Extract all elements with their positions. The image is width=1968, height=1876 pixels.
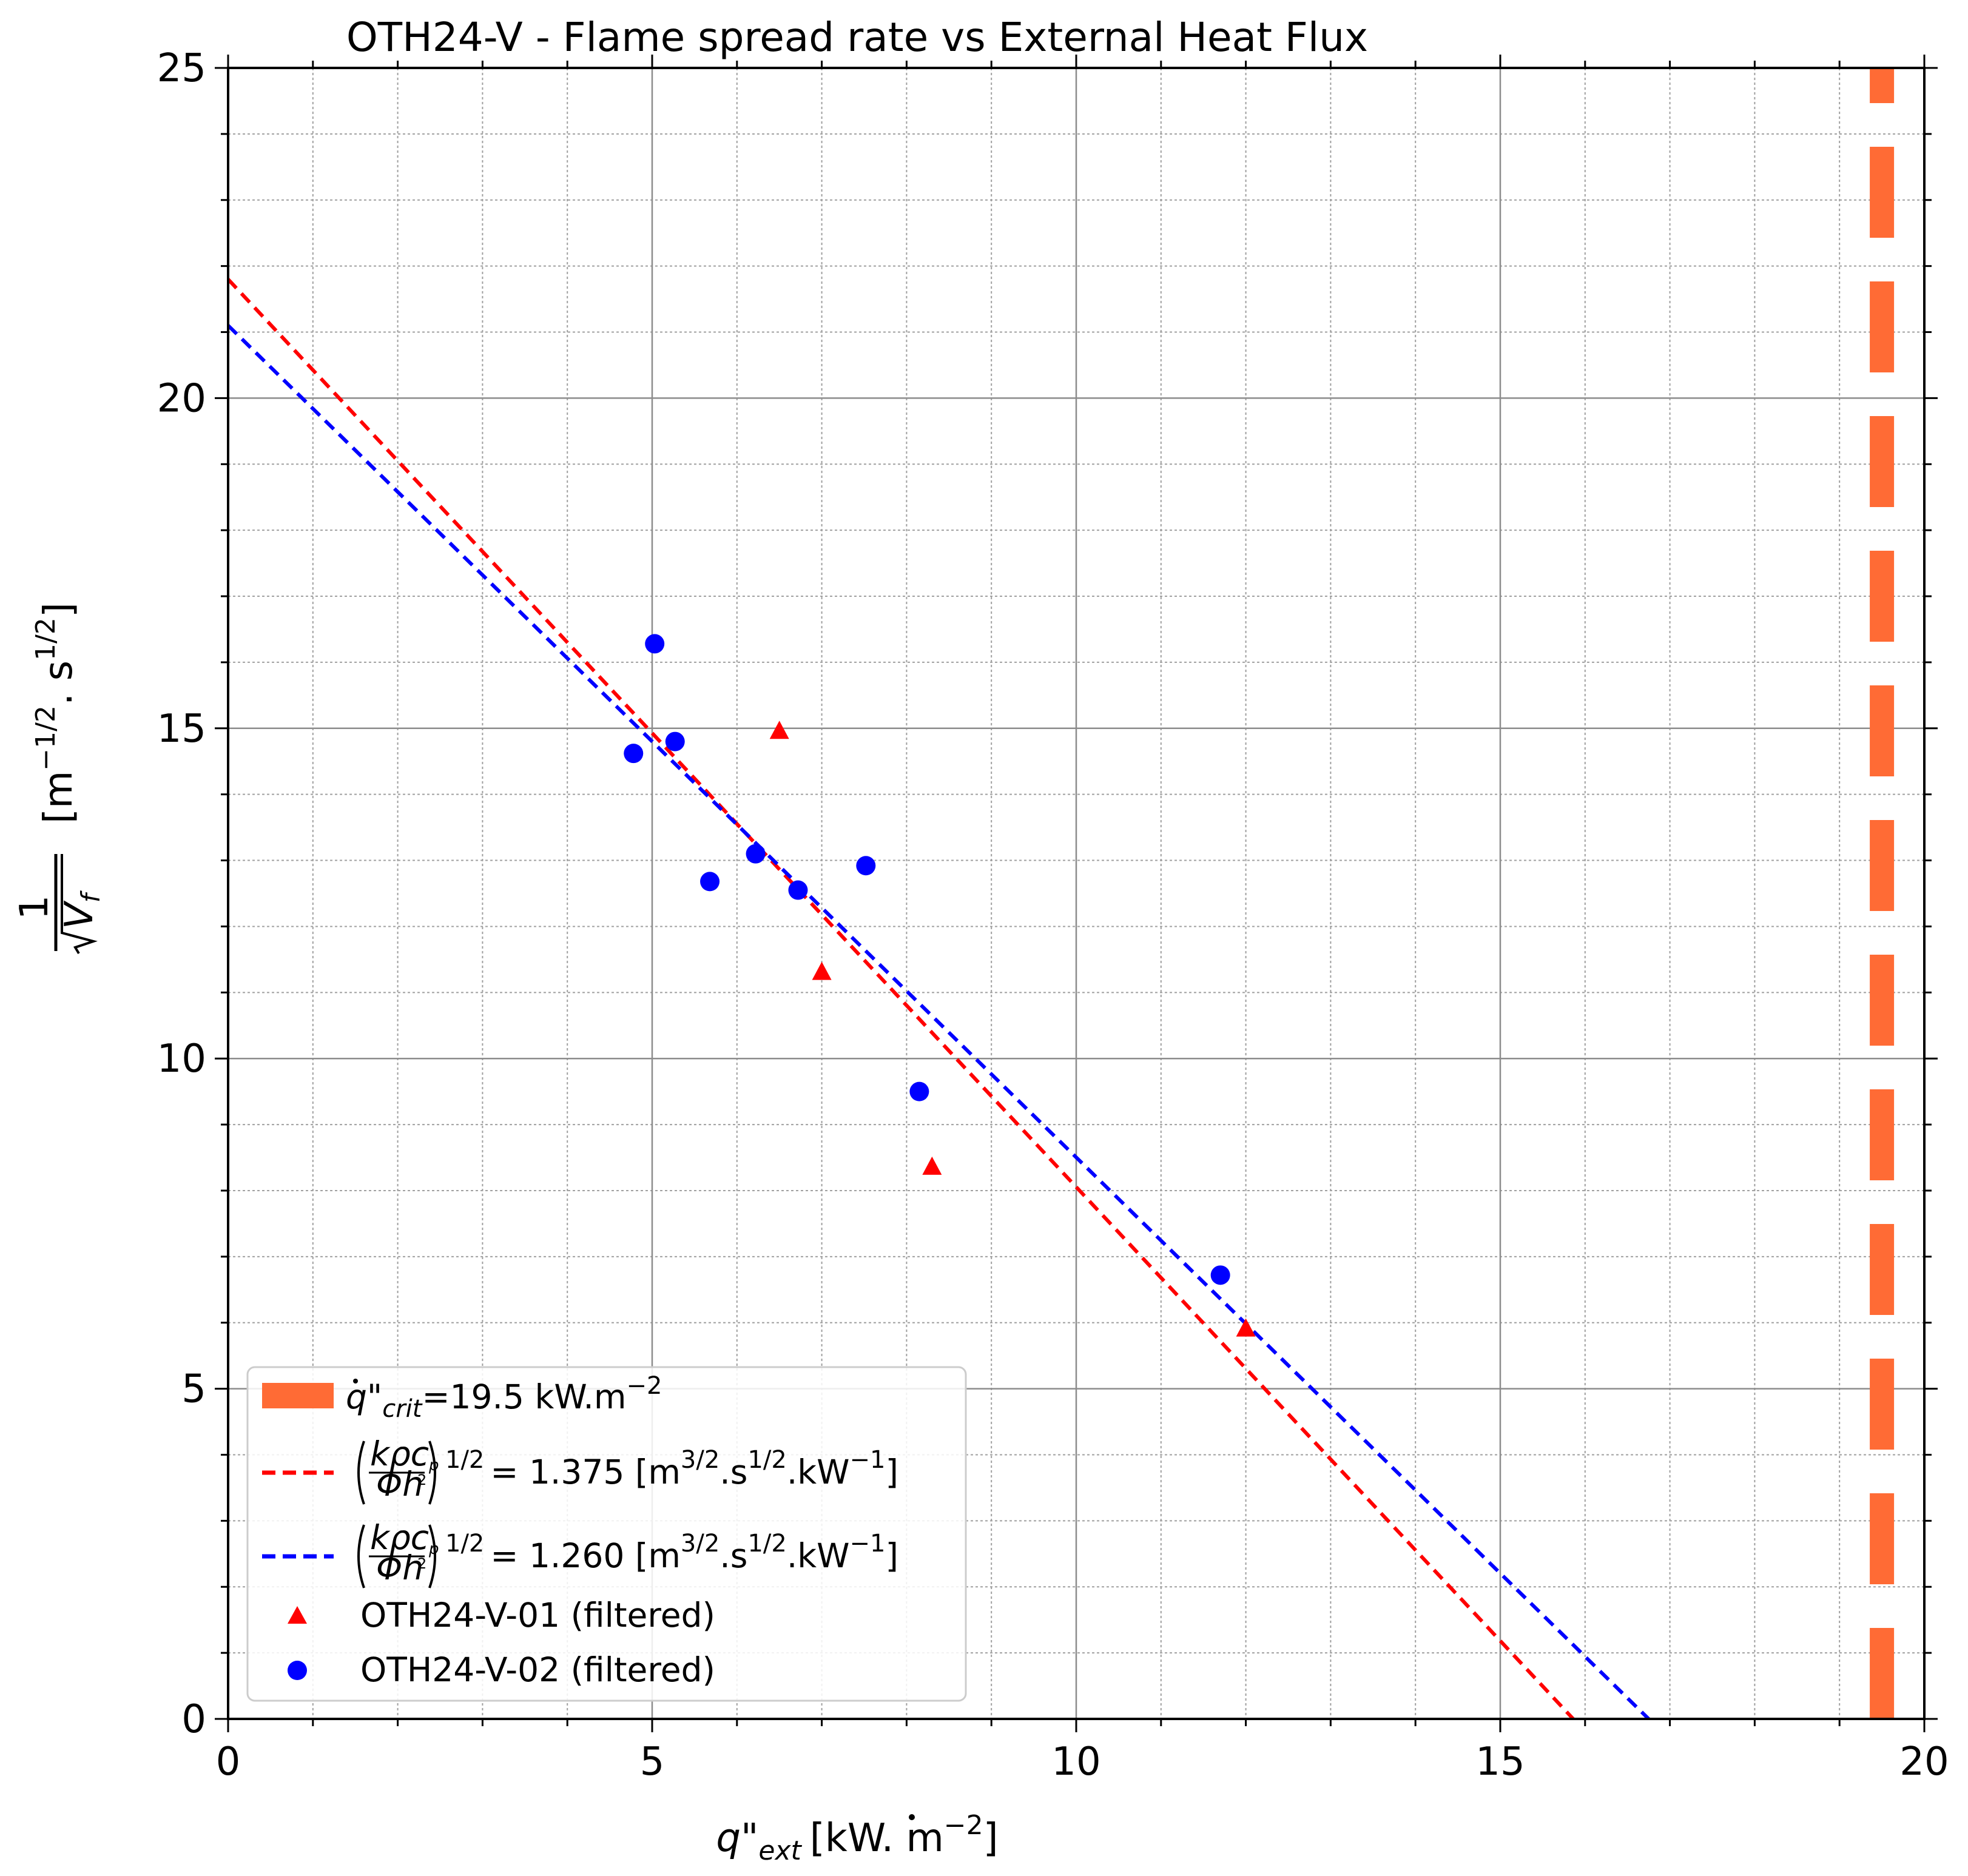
y-tick-label: 0 — [181, 1697, 206, 1742]
y-tick-label: 5 — [181, 1367, 206, 1412]
x-axis-label-sub: ext — [758, 1835, 802, 1866]
legend-fit-blue-den: Φh — [376, 1548, 423, 1587]
svg-text:1/2= 1.260 [m3/2.s1/2.kW−1]: 1/2 = 1.260 [m3/2.s1/2.kW−1] — [445, 1530, 898, 1575]
legend-marker-circle — [288, 1661, 307, 1680]
data-point-circle — [909, 1081, 929, 1101]
legend-fit-red-num: kρcp — [370, 1434, 439, 1474]
y-axis-label-unit-open: [m — [36, 771, 81, 824]
legend-marker-triangle — [288, 1606, 307, 1624]
legend-box — [246, 1366, 967, 1702]
y-axis-label: 1 Vf [m−1/2. s1/2] — [12, 602, 106, 955]
data-point-circle — [645, 634, 665, 654]
x-tick-label: 20 — [1899, 1740, 1949, 1784]
y-axis-label-unit-mid: . s — [36, 661, 81, 705]
x-tick-label: 10 — [1051, 1740, 1100, 1784]
data-point-circle — [665, 731, 685, 751]
fit-line-1 — [226, 324, 1650, 1721]
y-tick-label: 10 — [157, 1037, 206, 1081]
x-axis-label: q"ext [kW. m−2] — [716, 1810, 998, 1866]
legend-label-series-01: OTH24-V-01 (filtered) — [360, 1596, 715, 1635]
y-axis-label-num: 1 — [12, 895, 57, 920]
data-point-circle — [700, 872, 720, 892]
x-axis-label-sup: −2 — [944, 1810, 983, 1841]
y-tick-label: 20 — [157, 376, 206, 421]
legend-critical-dot — [353, 1379, 358, 1383]
data-point-triangle — [922, 1156, 942, 1175]
svg-text:[m−1/2. s1/2]: [m−1/2. s1/2] — [30, 602, 81, 824]
data-point-circle — [788, 880, 808, 900]
data-point-triangle — [1236, 1318, 1256, 1337]
data-point-triangle — [769, 721, 789, 739]
x-axis-label-close: ] — [983, 1816, 999, 1861]
data-point-circle — [624, 744, 644, 764]
x-axis-label-q: q" — [716, 1816, 758, 1861]
svg-text:2: 2 — [417, 1555, 426, 1572]
y-tick-label: 25 — [157, 46, 206, 91]
legend-label-fit-blue: kρcp Φh 2 1/2 = 1.260 [m3/2.s1/2.kW−1] — [357, 1518, 898, 1589]
y-axis-label-sqrt — [61, 854, 98, 955]
x-tick-label: 15 — [1475, 1740, 1525, 1784]
fit-lines — [226, 278, 1650, 1721]
legend-label-series-02: OTH24-V-02 (filtered) — [360, 1650, 715, 1689]
data-point-circle — [746, 844, 766, 864]
y-tick-label: 15 — [157, 707, 206, 751]
x-tick-label: 5 — [640, 1740, 665, 1784]
y-axis-label-v: V — [57, 900, 102, 929]
svg-text:2: 2 — [417, 1471, 426, 1488]
y-axis-label-sup1: −1/2 — [30, 705, 61, 771]
data-point-circle — [1210, 1265, 1230, 1285]
y-axis-label-sup2: 1/2 — [30, 617, 61, 661]
x-tick-label: 0 — [216, 1740, 241, 1784]
svg-text:1/2= 1.375 [m3/2.s1/2.kW−1]: 1/2 = 1.375 [m3/2.s1/2.kW−1] — [445, 1446, 898, 1491]
data-markers — [624, 634, 1256, 1337]
axis-ticks: 0 5 10 15 20 0 5 10 15 20 25 — [157, 46, 1949, 1784]
legend-swatch-critical — [262, 1383, 334, 1408]
data-point-circle — [856, 856, 876, 876]
data-point-triangle — [812, 961, 832, 980]
minor-grid — [228, 68, 1924, 1719]
fit-line-0 — [226, 278, 1575, 1721]
legend: q"crit=19.5 kW.m−2 kρcp Φh−2 2 1/2= 1.37… — [246, 1366, 967, 1702]
chart-title: OTH24-V - Flame spread rate vs External … — [346, 14, 1368, 61]
x-axis-label-unit: [kW. m — [810, 1816, 944, 1861]
legend-label-critical: q"crit=19.5 kW.m−2 — [346, 1372, 662, 1423]
legend-label-fit-red: kρcp Φh−2 2 1/2= 1.375 [m3/2.s1/2.kW−1] — [357, 1434, 898, 1505]
y-axis-label-unit-close: ] — [36, 602, 81, 617]
legend-fit-red-den: Φh−2 — [376, 1465, 423, 1504]
x-axis-label-dot — [909, 1814, 915, 1820]
